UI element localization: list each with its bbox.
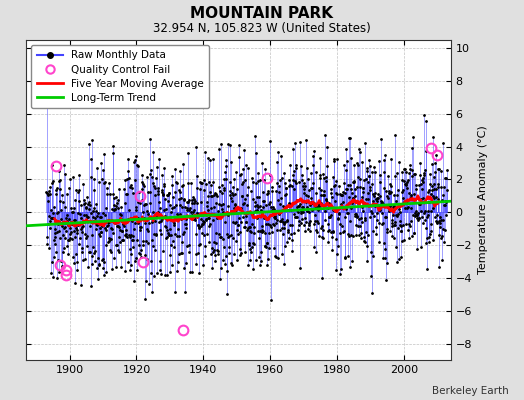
Text: 32.954 N, 105.823 W (United States): 32.954 N, 105.823 W (United States) <box>153 22 371 35</box>
Text: Berkeley Earth: Berkeley Earth <box>432 386 508 396</box>
Y-axis label: Temperature Anomaly (°C): Temperature Anomaly (°C) <box>477 126 487 274</box>
Text: MOUNTAIN PARK: MOUNTAIN PARK <box>191 6 333 21</box>
Legend: Raw Monthly Data, Quality Control Fail, Five Year Moving Average, Long-Term Tren: Raw Monthly Data, Quality Control Fail, … <box>31 45 209 108</box>
